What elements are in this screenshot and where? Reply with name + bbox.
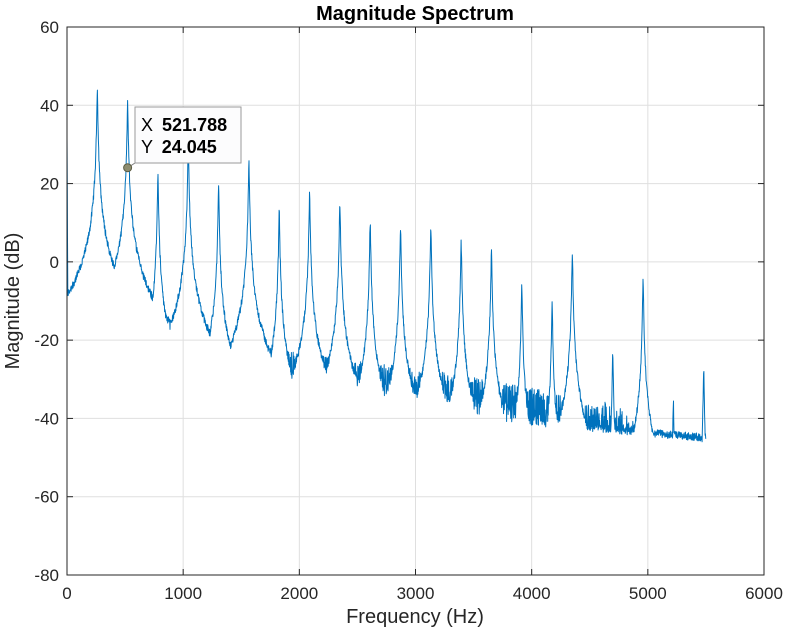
y-tick-label: -60 [34,488,59,507]
x-tick-label: 4000 [513,584,551,603]
datatip-y-value: 24.045 [162,137,217,157]
datatip-x-row: X 521.788 [141,115,227,135]
axis-ticks: 0 1000 2000 3000 4000 5000 6000 -80 -60 -40 -20 0 20… [34,18,782,603]
chart-title: Magnitude Spectrum [316,3,514,25]
x-tick-label: 0 [62,584,71,603]
y-tick-label: -80 [34,566,59,585]
datatip-x-label: X [141,115,153,135]
x-tick-label: 3000 [397,584,435,603]
y-tick-label: 20 [40,175,59,194]
datatip-marker[interactable] [123,163,133,173]
x-tick-label: 5000 [629,584,667,603]
y-tick-label: -40 [34,409,59,428]
x-tick-label: 2000 [280,584,318,603]
x-axis-label: Frequency (Hz) [346,606,484,628]
y-tick-label: 0 [50,253,59,272]
y-tick-label: -20 [34,331,59,350]
x-tick-label: 1000 [164,584,202,603]
y-tick-label: 40 [40,96,59,115]
datatip-y-label: Y [141,137,153,157]
datatip-box[interactable] [134,106,242,164]
spectrum-line [66,89,707,443]
y-tick-label: 60 [40,18,59,37]
datatip[interactable]: X 521.788 Y 24.045 [123,106,242,173]
datatip-x-value: 521.788 [162,115,227,135]
y-axis-label: Magnitude (dB) [2,233,24,370]
datatip-y-row: Y 24.045 [141,137,217,157]
x-tick-label: 6000 [745,584,783,603]
